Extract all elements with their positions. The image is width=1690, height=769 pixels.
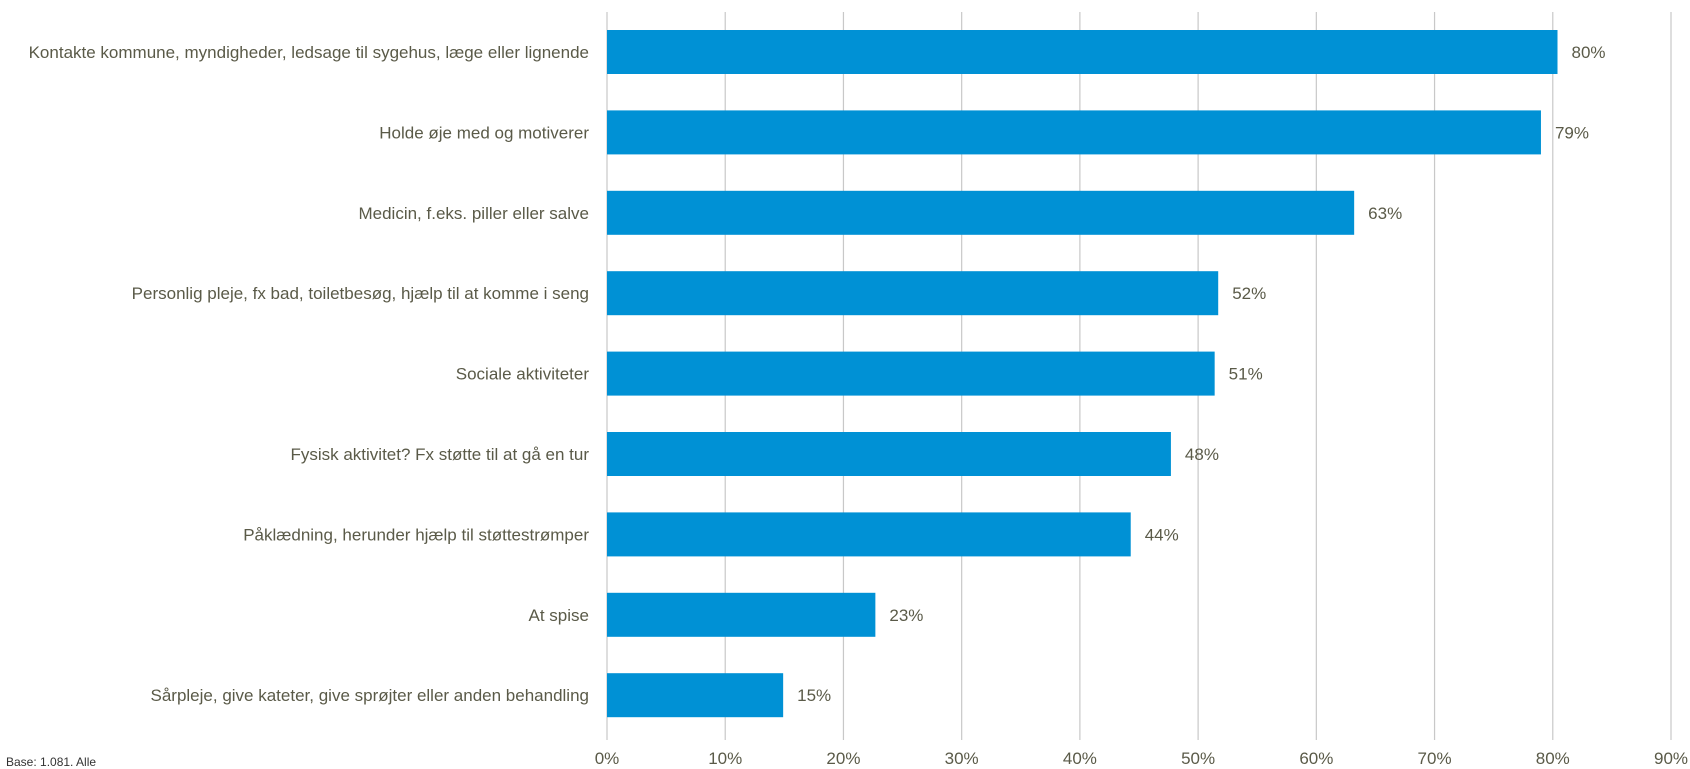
category-label: Medicin, f.eks. piller eller salve xyxy=(358,204,589,223)
x-tick-label: 60% xyxy=(1299,749,1333,768)
x-tick-label: 40% xyxy=(1063,749,1097,768)
category-label: Kontakte kommune, myndigheder, ledsage t… xyxy=(29,43,589,62)
bar xyxy=(607,592,876,637)
value-label: 15% xyxy=(797,686,831,705)
category-label: Sociale aktiviteter xyxy=(456,365,590,384)
x-tick-label: 30% xyxy=(945,749,979,768)
bar xyxy=(607,673,784,718)
value-label: 44% xyxy=(1145,525,1179,544)
x-tick-label: 50% xyxy=(1181,749,1215,768)
value-label: 23% xyxy=(889,606,923,625)
x-tick-label: 80% xyxy=(1536,749,1570,768)
x-tick-label: 0% xyxy=(595,749,620,768)
category-label: Holde øje med og motiverer xyxy=(379,123,589,142)
x-tick-label: 20% xyxy=(826,749,860,768)
bar xyxy=(607,512,1131,557)
footnote: Base: 1.081. Alle xyxy=(6,755,97,769)
bar xyxy=(607,271,1219,316)
bar xyxy=(607,351,1215,396)
bar xyxy=(607,30,1558,74)
category-label: Påklædning, herunder hjælp til støttestr… xyxy=(243,525,589,544)
x-tick-label: 10% xyxy=(708,749,742,768)
value-label: 63% xyxy=(1368,204,1402,223)
x-tick-label: 90% xyxy=(1654,749,1688,768)
category-label: Personlig pleje, fx bad, toiletbesøg, hj… xyxy=(132,284,589,303)
bar xyxy=(607,110,1541,155)
value-labels: 80% 79% 63% 52% 51% 48% 44% 23% 15% xyxy=(797,43,1605,705)
category-label: Fysisk aktivitet? Fx støtte til at gå en… xyxy=(290,445,589,464)
bar xyxy=(607,432,1171,476)
value-label: 48% xyxy=(1185,445,1219,464)
x-tick-label: 70% xyxy=(1418,749,1452,768)
value-label: 80% xyxy=(1572,43,1606,62)
category-label: At spise xyxy=(529,606,589,625)
x-axis-ticks: 0% 10% 20% 30% 40% 50% 60% 70% 80% 90% xyxy=(595,749,1688,768)
category-label: Sårpleje, give kateter, give sprøjter el… xyxy=(151,686,590,705)
bar xyxy=(607,190,1355,235)
bars xyxy=(607,30,1558,718)
value-label: 51% xyxy=(1229,365,1263,384)
category-labels: Kontakte kommune, myndigheder, ledsage t… xyxy=(29,43,590,705)
value-label: 52% xyxy=(1232,284,1266,303)
value-label: 79% xyxy=(1555,123,1589,142)
